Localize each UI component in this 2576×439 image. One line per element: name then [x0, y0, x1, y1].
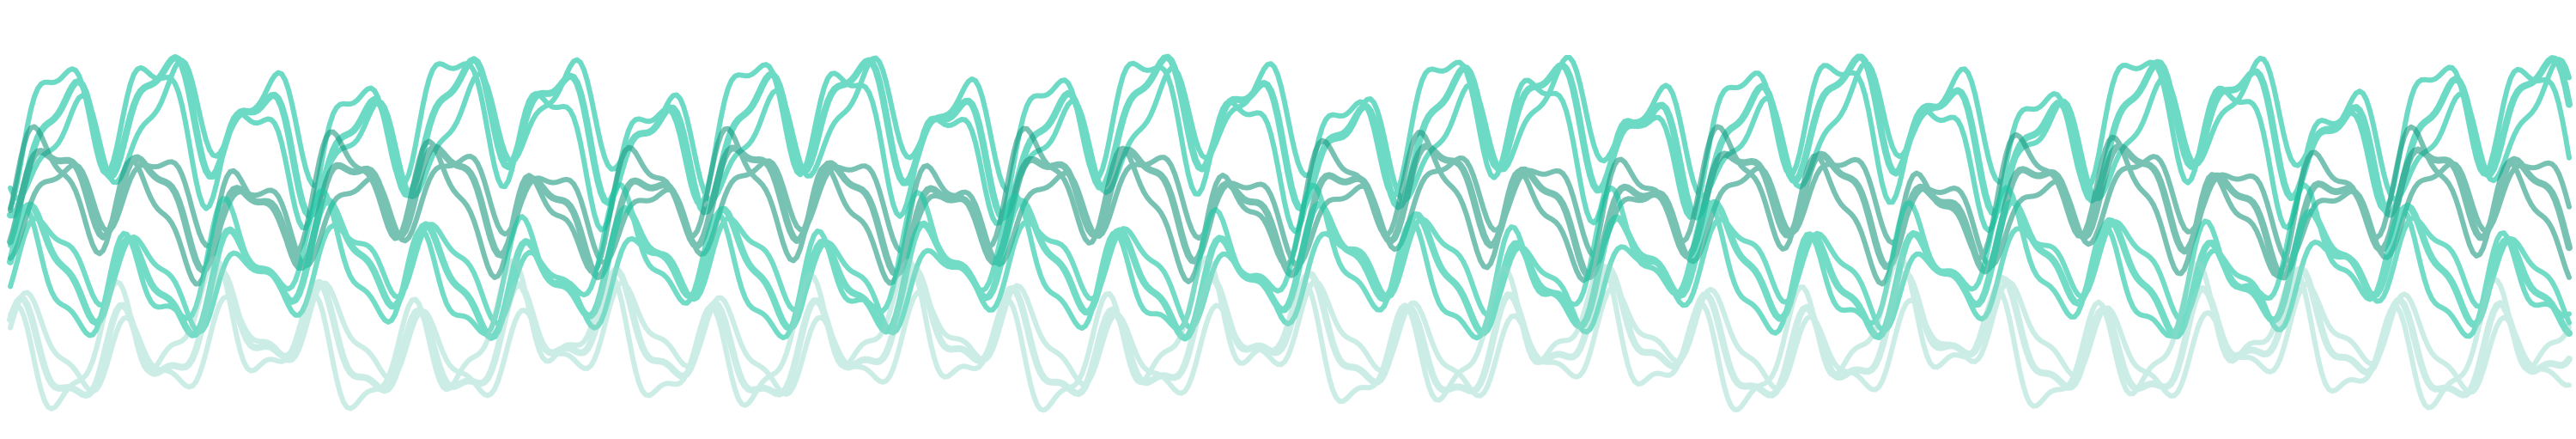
- band-lower-middle: [7, 182, 2573, 342]
- band-bottom: [7, 254, 2573, 413]
- band-lower-middle-strand: [8, 215, 2572, 336]
- band-bottom-strand: [7, 264, 2573, 399]
- band-top-strand: [7, 53, 2573, 222]
- band-bottom-strand: [8, 254, 2572, 413]
- band-lower-middle-strand: [8, 182, 2572, 341]
- band-top: [7, 53, 2573, 235]
- band-lower-middle-strand: [7, 197, 2573, 342]
- band-top-strand: [8, 59, 2572, 235]
- band-bottom-strand: [8, 278, 2572, 399]
